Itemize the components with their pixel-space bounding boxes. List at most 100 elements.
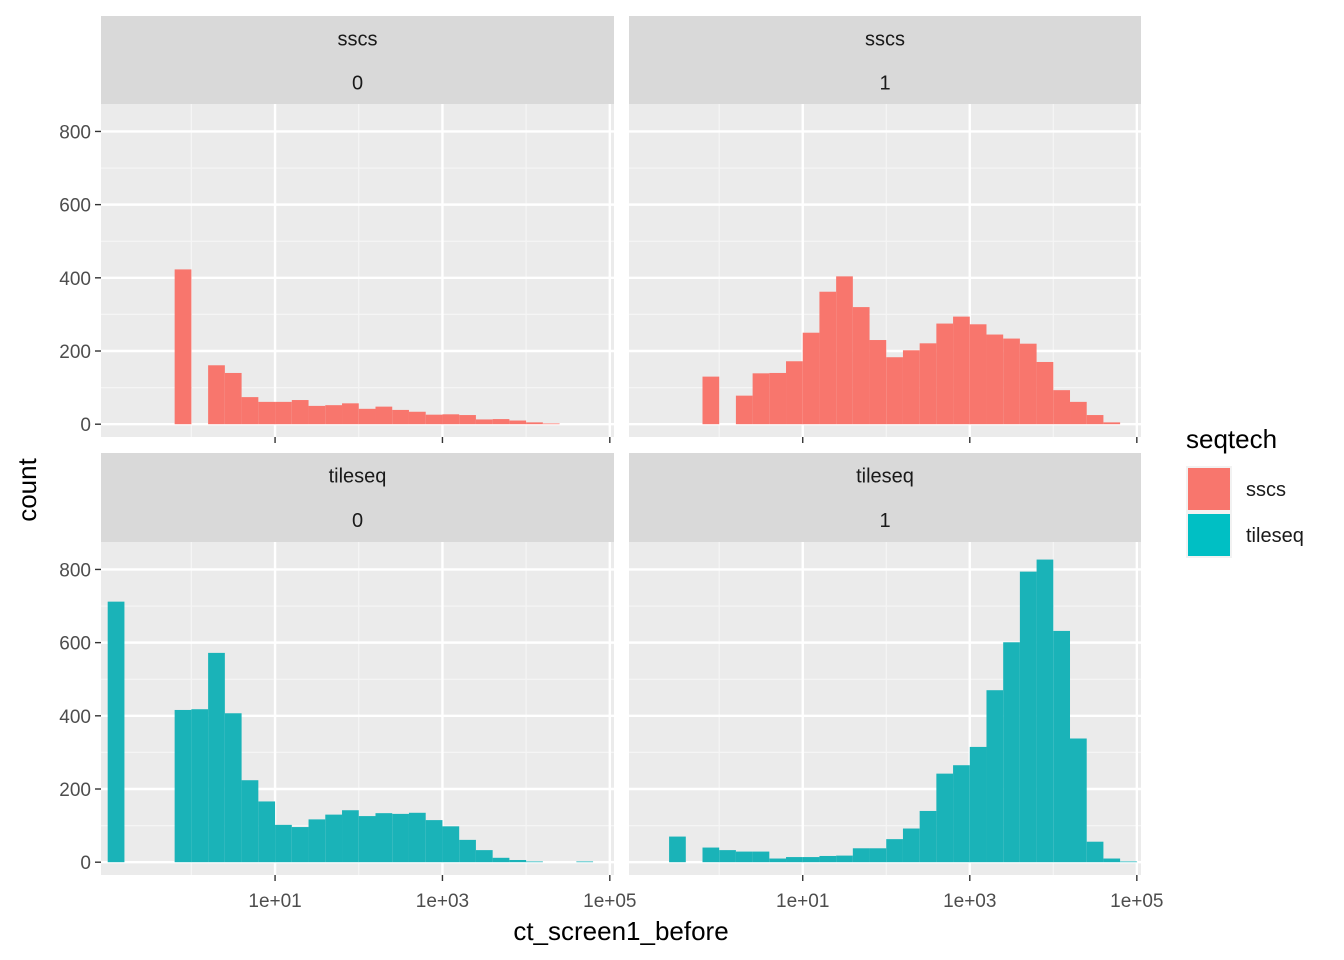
- histogram-bar: [769, 858, 787, 863]
- histogram-bar: [275, 824, 292, 863]
- histogram-bar: [786, 361, 803, 425]
- histogram-bar: [325, 405, 343, 425]
- histogram-bar: [836, 855, 853, 863]
- histogram-bar: [1070, 401, 1087, 425]
- histogram-bar: [258, 801, 276, 863]
- histogram-bar: [986, 334, 1004, 425]
- facet-strip-row: [101, 453, 614, 498]
- x-tick-label: 1e+05: [583, 891, 636, 912]
- histogram-bar: [375, 406, 393, 425]
- histogram-bar: [308, 405, 326, 425]
- histogram-bar: [1003, 338, 1020, 425]
- histogram-bar: [191, 709, 209, 863]
- histogram-bar: [358, 816, 376, 863]
- histogram-bar: [1070, 738, 1087, 863]
- legend-label: tileseq: [1246, 525, 1304, 547]
- legend-label: sscs: [1246, 479, 1286, 501]
- histogram-bar: [275, 401, 292, 425]
- histogram-bar: [1086, 841, 1104, 863]
- histogram-bar: [291, 827, 309, 863]
- histogram-bar: [1103, 422, 1121, 425]
- histogram-bar: [208, 652, 225, 863]
- y-tick-label: 600: [59, 634, 91, 655]
- histogram-bar: [392, 813, 409, 863]
- x-tick-label: 1e+01: [776, 891, 829, 912]
- histogram-bar: [308, 819, 326, 863]
- histogram-bar: [492, 419, 510, 425]
- facet-strip-row: [629, 453, 1141, 498]
- facet-strip-row: [629, 16, 1141, 61]
- facet-strip-label: 0: [352, 510, 363, 532]
- legend-key-tileseq: [1188, 514, 1230, 556]
- histogram-bar: [425, 414, 443, 425]
- histogram-bar: [509, 859, 527, 863]
- y-tick-label: 400: [59, 269, 91, 290]
- facet-strip-label: 1: [879, 510, 890, 532]
- histogram-bar: [174, 269, 192, 425]
- facet-strip-row: [101, 16, 614, 61]
- x-tick-label: 1e+05: [1110, 891, 1163, 912]
- histogram-bar: [919, 810, 937, 863]
- histogram-bar: [702, 376, 720, 425]
- histogram-bar: [576, 861, 594, 863]
- histogram-bar: [936, 323, 954, 425]
- histogram-bar: [702, 847, 720, 863]
- histogram-bar: [769, 372, 787, 425]
- histogram-bar: [425, 820, 443, 863]
- facet-strip-label: 0: [352, 73, 363, 95]
- histogram-bar: [869, 340, 887, 425]
- histogram-bar: [459, 415, 476, 425]
- histogram-bar: [526, 861, 543, 863]
- histogram-bar: [735, 851, 753, 863]
- histogram-bar: [107, 601, 125, 863]
- histogram-bar: [174, 709, 192, 863]
- histogram-bar: [1003, 642, 1020, 863]
- histogram-bar: [802, 857, 820, 863]
- histogram-bar: [902, 828, 920, 863]
- histogram-bar: [752, 851, 770, 863]
- histogram-bar: [852, 307, 870, 425]
- histogram-bar: [1103, 858, 1121, 863]
- histogram-bar: [819, 855, 837, 863]
- histogram-bar: [325, 814, 343, 863]
- histogram-bar: [291, 400, 309, 425]
- legend-key-sscs: [1188, 468, 1230, 510]
- legend-title: seqtech: [1186, 424, 1277, 454]
- histogram-bar: [752, 373, 770, 425]
- histogram-bar: [953, 765, 970, 863]
- facet-strip-label: sscs: [338, 29, 378, 51]
- y-tick-label: 0: [80, 415, 91, 436]
- facet-strip-label: tileseq: [856, 466, 914, 488]
- histogram-bar: [408, 812, 426, 863]
- histogram-bar: [786, 857, 803, 863]
- histogram-bar: [241, 780, 259, 863]
- histogram-bar: [836, 276, 853, 425]
- facet-strip-col: [629, 61, 1141, 104]
- histogram-bar: [475, 850, 493, 863]
- facet-strip-label: sscs: [865, 29, 905, 51]
- histogram-bar: [919, 343, 937, 425]
- x-tick-label: 1e+01: [248, 891, 301, 912]
- histogram-bar: [542, 423, 560, 425]
- histogram-bar: [208, 365, 225, 425]
- histogram-bar: [342, 810, 359, 863]
- histogram-bar: [358, 408, 376, 425]
- histogram-bar: [1036, 559, 1054, 863]
- histogram-bar: [342, 403, 359, 425]
- x-axis-title: ct_screen1_before: [513, 916, 728, 946]
- y-tick-label: 400: [59, 707, 91, 728]
- histogram-bar: [886, 357, 903, 425]
- x-tick-label: 1e+03: [943, 891, 996, 912]
- histogram-bar: [459, 839, 476, 863]
- histogram-bar: [969, 324, 987, 425]
- histogram-bar: [1019, 343, 1037, 425]
- histogram-bar: [224, 372, 242, 425]
- x-tick-label: 1e+03: [416, 891, 469, 912]
- histogram-bar: [852, 848, 870, 863]
- histogram-bar: [258, 401, 276, 425]
- histogram-bar: [886, 839, 903, 863]
- facet-strip-label: tileseq: [329, 466, 387, 488]
- histogram-bar: [408, 411, 426, 425]
- histogram-bar: [241, 397, 259, 425]
- y-tick-label: 600: [59, 196, 91, 217]
